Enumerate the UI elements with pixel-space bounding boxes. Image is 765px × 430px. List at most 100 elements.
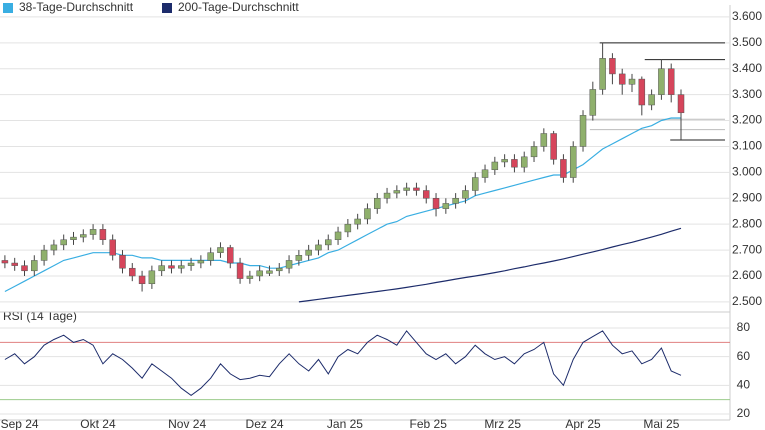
candle-body bbox=[658, 68, 665, 95]
candle-body bbox=[403, 187, 410, 191]
candle-body bbox=[677, 94, 685, 114]
candle-body bbox=[491, 161, 499, 171]
x-tick-label: Mai 25 bbox=[643, 417, 679, 430]
candle-body bbox=[148, 270, 156, 285]
candle-body bbox=[80, 234, 87, 238]
candle-body bbox=[256, 270, 263, 277]
candle-body bbox=[550, 133, 557, 160]
y-tick-label: 3.000 bbox=[732, 165, 762, 179]
candle-body bbox=[236, 262, 244, 279]
candle-body bbox=[569, 146, 577, 178]
candle-body bbox=[197, 260, 205, 264]
candle-body bbox=[325, 239, 332, 246]
y-tick-label: 20 bbox=[737, 406, 751, 420]
candle-body bbox=[638, 78, 646, 106]
y-tick-label: 3.600 bbox=[732, 9, 762, 23]
y-tick-label: 3.500 bbox=[732, 35, 762, 49]
y-tick-label: 2.900 bbox=[732, 190, 762, 204]
candle-body bbox=[305, 249, 312, 256]
candle-body bbox=[227, 247, 234, 264]
candle-body bbox=[364, 208, 371, 220]
candle-body bbox=[21, 265, 28, 272]
candle-body bbox=[609, 58, 616, 75]
y-tick-label: 2.500 bbox=[732, 294, 762, 308]
candle-body bbox=[520, 156, 528, 168]
candle-body bbox=[285, 260, 293, 269]
legend-label: 38-Tage-Durchschnitt bbox=[19, 0, 134, 14]
rsi-line bbox=[4, 330, 682, 397]
moving-average bbox=[4, 117, 681, 293]
candle-body bbox=[481, 169, 489, 178]
candle-body bbox=[511, 159, 518, 168]
y-tick-label: 3.300 bbox=[732, 87, 762, 101]
candle-body bbox=[89, 229, 97, 235]
candle-body bbox=[442, 203, 450, 209]
candle-body bbox=[158, 265, 165, 272]
candle-body bbox=[40, 249, 48, 261]
candle-body bbox=[599, 58, 606, 90]
moving-average bbox=[298, 227, 682, 303]
candle-body bbox=[207, 252, 214, 261]
x-tick-label: Sep 24 bbox=[1, 417, 39, 430]
y-tick-label: 60 bbox=[737, 349, 751, 363]
candle-body bbox=[138, 275, 146, 285]
candle-body bbox=[462, 190, 469, 199]
x-tick-label: Nov 24 bbox=[168, 417, 206, 430]
candle-body bbox=[99, 229, 107, 240]
rsi-title: RSI (14 Tage) bbox=[3, 309, 77, 323]
candle-body bbox=[648, 94, 655, 106]
candle-body bbox=[422, 190, 430, 199]
candle-body bbox=[383, 192, 391, 199]
candle-body bbox=[628, 78, 636, 85]
y-tick-label: 2.700 bbox=[732, 242, 762, 256]
candle-body bbox=[589, 89, 597, 116]
candle-body bbox=[60, 239, 67, 246]
candle-body bbox=[31, 260, 38, 272]
candle-body bbox=[217, 247, 224, 253]
candle-body bbox=[334, 231, 342, 240]
x-tick-label: Feb 25 bbox=[410, 417, 448, 430]
candle-body bbox=[246, 275, 254, 279]
candle-body bbox=[432, 198, 440, 209]
candle-body bbox=[344, 223, 352, 233]
y-tick-label: 3.200 bbox=[732, 113, 762, 127]
candle-body bbox=[1, 260, 9, 264]
candle-body bbox=[187, 262, 195, 266]
legend-swatch bbox=[162, 3, 172, 13]
candle-body bbox=[70, 236, 77, 240]
candle-body bbox=[315, 244, 322, 251]
candle-body bbox=[618, 73, 626, 85]
candle-body bbox=[178, 265, 185, 269]
x-tick-label: Apr 25 bbox=[565, 417, 601, 430]
candle-body bbox=[540, 133, 548, 147]
y-tick-label: 80 bbox=[737, 320, 751, 334]
x-tick-label: Jan 25 bbox=[327, 417, 363, 430]
candle-body bbox=[50, 244, 58, 251]
candle-body bbox=[393, 190, 401, 194]
y-tick-label: 3.400 bbox=[732, 61, 762, 75]
candle-body bbox=[295, 255, 303, 261]
y-tick-label: 2.800 bbox=[732, 216, 762, 230]
candle-body bbox=[266, 270, 273, 274]
candle-body bbox=[471, 177, 479, 191]
candle-body bbox=[501, 159, 508, 163]
candle-body bbox=[579, 115, 587, 147]
candle-body bbox=[452, 198, 459, 204]
y-tick-label: 40 bbox=[737, 378, 751, 392]
candle-body bbox=[168, 265, 175, 269]
candle-body bbox=[530, 146, 538, 158]
candle-body bbox=[11, 262, 18, 266]
y-tick-label: 2.600 bbox=[732, 268, 762, 282]
candle-body bbox=[129, 267, 136, 277]
candle-body bbox=[373, 198, 381, 209]
legend-swatch bbox=[3, 3, 13, 13]
candle-body bbox=[119, 255, 126, 269]
y-tick-label: 3.100 bbox=[732, 139, 762, 153]
candle-body bbox=[354, 218, 361, 225]
x-tick-label: Mrz 25 bbox=[484, 417, 521, 430]
legend-label: 200-Tage-Durchschnitt bbox=[178, 0, 299, 14]
candle-body bbox=[667, 68, 675, 95]
candle-body bbox=[109, 239, 116, 256]
candle-body bbox=[560, 159, 567, 178]
